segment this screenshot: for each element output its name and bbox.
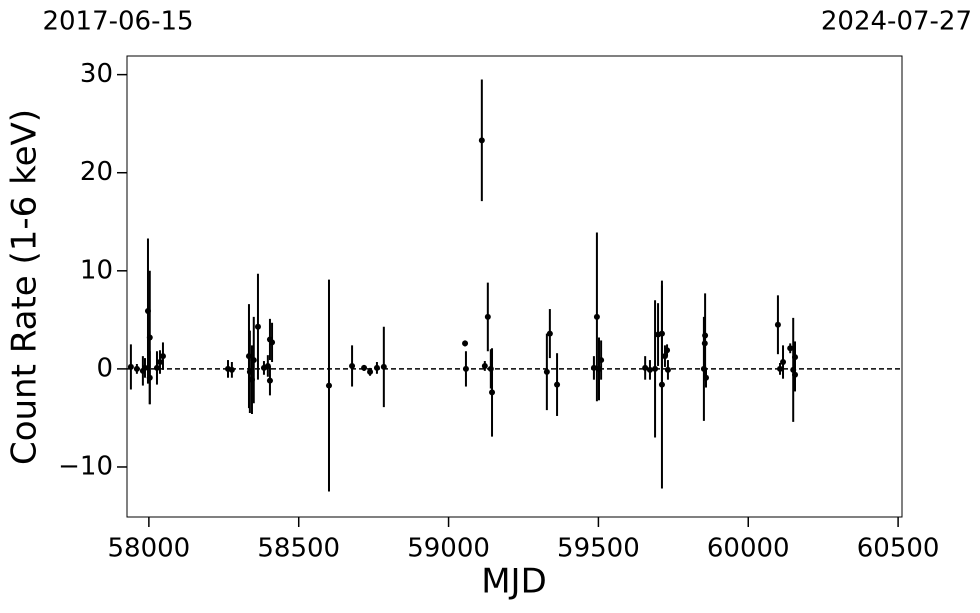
- data-point: [349, 362, 356, 369]
- y-tick-label: 20: [80, 157, 113, 187]
- data-point: [701, 340, 708, 347]
- data-point: [367, 368, 374, 375]
- data-point: [481, 362, 488, 369]
- y-tick-label: −10: [58, 451, 113, 481]
- data-point: [269, 339, 276, 346]
- data-point: [546, 330, 553, 337]
- x-tick-label: 58000: [108, 534, 191, 564]
- data-point: [159, 353, 166, 360]
- y-tick-label: 30: [80, 59, 113, 89]
- data-point: [484, 313, 491, 320]
- data-point: [462, 340, 469, 347]
- data-point: [153, 364, 160, 371]
- y-tick-label: 0: [96, 353, 113, 383]
- x-tick-label: 59500: [557, 534, 640, 564]
- plot-frame: [126, 55, 903, 518]
- data-point: [598, 357, 605, 364]
- data-point: [703, 374, 710, 381]
- data-point: [478, 137, 485, 144]
- data-point: [139, 367, 146, 374]
- data-point: [646, 366, 653, 373]
- data-point: [774, 321, 781, 328]
- data-point: [325, 382, 332, 389]
- y-axis-label: Count Rate (1-6 keV): [5, 109, 45, 465]
- top-right-label: 2024-07-27: [821, 7, 972, 37]
- data-point: [146, 334, 153, 341]
- data-point: [254, 323, 261, 330]
- data-point: [543, 368, 550, 375]
- data-point: [642, 364, 649, 371]
- data-point: [652, 365, 659, 372]
- data-point: [590, 364, 597, 371]
- data-point: [664, 366, 671, 373]
- x-tick-label: 60000: [707, 534, 790, 564]
- data-point: [787, 345, 794, 352]
- data-point: [361, 364, 368, 371]
- data-point: [133, 365, 140, 372]
- data-point: [593, 313, 600, 320]
- top-left-label: 2017-06-15: [42, 7, 193, 37]
- data-point: [780, 359, 787, 366]
- data-point: [664, 347, 671, 354]
- data-point: [228, 366, 235, 373]
- x-axis-label: MJD: [481, 562, 547, 602]
- data-point: [554, 381, 561, 388]
- data-point: [146, 374, 153, 381]
- x-tick-label: 58500: [257, 534, 340, 564]
- x-tick-label: 60500: [857, 534, 940, 564]
- data-point: [489, 389, 496, 396]
- data-point: [658, 381, 665, 388]
- data-point: [658, 330, 665, 337]
- data-point: [266, 377, 273, 384]
- data-point: [792, 371, 799, 378]
- data-point: [250, 357, 257, 364]
- data-point: [373, 364, 380, 371]
- data-point: [777, 365, 784, 372]
- data-point: [127, 363, 134, 370]
- data-point: [380, 363, 387, 370]
- data-point: [156, 359, 163, 366]
- x-tick-label: 59000: [407, 534, 490, 564]
- data-point: [792, 354, 799, 361]
- data-point: [462, 365, 469, 372]
- y-tick-label: 10: [80, 255, 113, 285]
